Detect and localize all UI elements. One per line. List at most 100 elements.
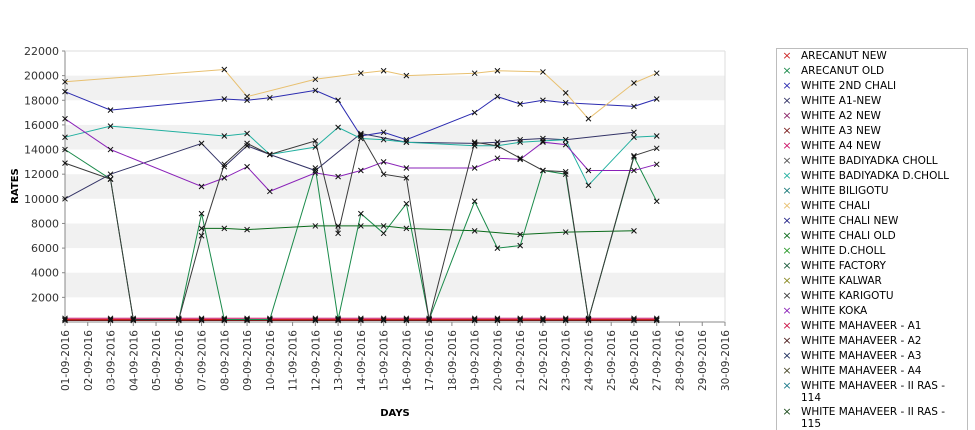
- data-point: [380, 129, 387, 136]
- data-point-mark: [312, 167, 319, 174]
- data-point-mark: [562, 168, 569, 175]
- data-point: [562, 171, 569, 178]
- x-tick-label: 05-09-2016: [151, 330, 163, 391]
- y-tick-label: 18000: [24, 94, 59, 107]
- data-point-mark: [517, 101, 524, 107]
- data-point-mark: [335, 223, 341, 229]
- data-point-mark: [335, 315, 341, 322]
- data-point: [517, 231, 524, 238]
- data-point: [130, 317, 137, 324]
- legend-marker-icon: ×: [782, 364, 792, 377]
- legend-label: WHITE A2 NEW: [801, 110, 881, 122]
- legend-item: × WHITE A4 NEW: [777, 139, 967, 154]
- data-point-mark: [198, 183, 205, 190]
- legend-item: × WHITE FACTORY: [777, 259, 967, 274]
- legend-item: × WHITE MAHAVEER - A1: [777, 319, 967, 334]
- data-point-mark: [198, 140, 205, 147]
- data-point-mark: [335, 124, 341, 131]
- data-point: [358, 131, 364, 138]
- data-point-mark: [312, 76, 319, 83]
- x-tick-label: 16-09-2016: [401, 330, 413, 391]
- data-point: [380, 136, 387, 143]
- legend-item: × ARECANUT OLD: [777, 64, 967, 79]
- data-point: [471, 316, 478, 323]
- data-point-mark: [312, 316, 319, 323]
- data-point-mark: [562, 315, 569, 322]
- x-tick-label: 01-09-2016: [60, 330, 72, 391]
- data-point: [107, 317, 114, 324]
- data-point-mark: [653, 145, 660, 152]
- data-point: [403, 165, 410, 171]
- data-point: [631, 129, 637, 136]
- data-point-mark: [471, 316, 478, 323]
- data-point-mark: [266, 94, 273, 101]
- data-point-mark: [198, 210, 205, 217]
- x-tick-label: 30-09-2016: [720, 330, 732, 391]
- x-tick-label: 02-09-2016: [83, 330, 95, 391]
- data-point: [494, 93, 501, 100]
- legend-item: × ARECANUT NEW: [777, 49, 967, 64]
- data-point: [653, 198, 660, 205]
- data-point-mark: [244, 93, 250, 100]
- data-point: [335, 97, 341, 104]
- data-point: [221, 163, 228, 170]
- legend-label: ARECANUT OLD: [801, 65, 885, 77]
- data-point: [540, 315, 546, 322]
- data-point: [471, 198, 478, 205]
- data-point: [380, 317, 387, 324]
- x-tick-label: 13-09-2016: [333, 330, 345, 391]
- data-point: [358, 167, 364, 174]
- legend-label: WHITE KOKA: [801, 305, 868, 317]
- data-point-mark: [562, 229, 569, 235]
- data-point: [62, 195, 68, 202]
- data-point-mark: [244, 163, 250, 170]
- data-point-mark: [471, 70, 478, 77]
- x-tick-label: 21-09-2016: [515, 330, 527, 391]
- data-point-mark: [358, 316, 364, 323]
- data-point: [517, 156, 524, 163]
- data-point-mark: [631, 134, 637, 141]
- data-point-mark: [380, 129, 387, 136]
- data-point-mark: [517, 315, 524, 322]
- data-point: [562, 317, 569, 324]
- data-point: [244, 130, 250, 137]
- data-point-mark: [380, 223, 387, 229]
- data-point: [358, 315, 364, 322]
- data-point-mark: [517, 155, 524, 162]
- data-point: [358, 130, 364, 137]
- data-point-mark: [517, 156, 524, 163]
- data-point-mark: [380, 159, 387, 165]
- data-point-mark: [540, 139, 546, 146]
- data-point-mark: [653, 96, 660, 102]
- data-point-mark: [471, 198, 478, 205]
- data-point: [562, 90, 569, 96]
- data-point-mark: [562, 90, 569, 96]
- y-tick-label: 22000: [24, 45, 59, 58]
- data-point-mark: [221, 225, 228, 232]
- legend-label: WHITE KARIGOTU: [801, 290, 894, 302]
- legend-item: × WHITE MAHAVEER - A3: [777, 349, 967, 364]
- legend-label: WHITE D.CHOLL: [801, 245, 886, 257]
- line-chart: 2000 4000 6000 8000 10000 12000 14000 16000 1800…: [10, 45, 732, 419]
- data-point: [335, 223, 341, 229]
- data-point-mark: [62, 316, 68, 323]
- y-tick-label: 6000: [31, 242, 59, 255]
- data-point-mark: [198, 317, 205, 324]
- data-point: [358, 70, 364, 77]
- legend-marker-icon: ×: [782, 49, 792, 62]
- data-point-mark: [403, 175, 410, 181]
- data-point: [471, 139, 478, 146]
- data-point: [494, 155, 501, 162]
- y-tick-label: 20000: [24, 70, 59, 83]
- data-point-mark: [631, 103, 637, 110]
- legend-marker-icon: ×: [782, 319, 792, 332]
- legend-marker-icon: ×: [782, 124, 792, 137]
- data-point: [335, 317, 341, 324]
- x-tick-label: 20-09-2016: [492, 330, 504, 391]
- data-point: [585, 316, 592, 323]
- data-point-mark: [585, 182, 592, 189]
- data-point-mark: [62, 195, 68, 202]
- legend-label: ARECANUT NEW: [801, 50, 887, 62]
- legend-marker-icon: ×: [782, 274, 792, 287]
